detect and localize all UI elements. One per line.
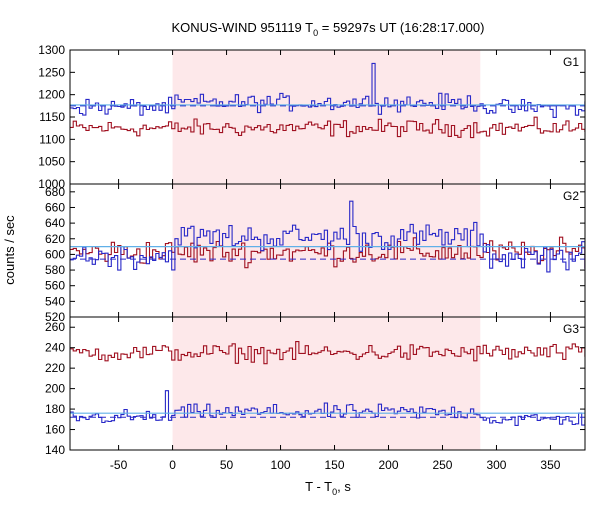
red-series-g1	[70, 116, 585, 139]
x-tick-label: 100	[271, 458, 291, 472]
y-tick-label: 220	[45, 361, 65, 375]
y-tick-label: 680	[45, 185, 65, 199]
x-tick-label: 150	[325, 458, 345, 472]
y-tick-label: 540	[45, 294, 65, 308]
y-tick-label: 660	[45, 200, 65, 214]
panel-label-g1: G1	[563, 55, 579, 69]
y-tick-label: 580	[45, 263, 65, 277]
x-tick-label: 300	[486, 458, 506, 472]
y-tick-label: 240	[45, 341, 65, 355]
x-tick-label: 200	[378, 458, 398, 472]
plot-layer: 1000105011001150120012501300G15205405605…	[38, 43, 586, 472]
panel-frame-g3	[69, 316, 586, 451]
x-tick-label: 350	[540, 458, 560, 472]
burst-interval-highlight	[172, 317, 481, 450]
y-axis-label: counts / sec	[2, 215, 17, 285]
y-tick-label: 1050	[38, 155, 65, 169]
blue-series-g1	[70, 62, 585, 118]
y-tick-label: 140	[45, 443, 65, 457]
y-tick-label: 1000	[38, 177, 65, 191]
y-tick-label: 1300	[38, 43, 65, 57]
panel-label-g3: G3	[563, 322, 579, 336]
y-tick-label: 1250	[38, 65, 65, 79]
panel-label-g2: G2	[563, 189, 579, 203]
y-tick-label: 560	[45, 279, 65, 293]
y-tick-label: 520	[45, 310, 65, 324]
x-tick-label: 50	[220, 458, 234, 472]
burst-interval-highlight	[172, 184, 481, 317]
y-tick-label: 620	[45, 232, 65, 246]
y-tick-label: 1200	[38, 88, 65, 102]
burst-interval-highlight	[172, 50, 481, 184]
y-tick-label: 200	[45, 382, 65, 396]
y-tick-label: 160	[45, 423, 65, 437]
x-tick-label: -50	[110, 458, 128, 472]
blue-series-g3	[70, 390, 585, 426]
blue-series-g2	[70, 200, 585, 273]
y-tick-label: 640	[45, 216, 65, 230]
x-tick-label: 0	[169, 458, 176, 472]
red-series-g3	[70, 341, 585, 365]
y-tick-label: 180	[45, 402, 65, 416]
x-tick-label: 250	[432, 458, 452, 472]
y-tick-label: 1150	[39, 110, 65, 124]
y-tick-label: 600	[45, 247, 65, 261]
chart-title: KONUS-WIND 951119 T0 = 59297s UT (16:28:…	[172, 20, 485, 38]
y-tick-label: 260	[45, 320, 65, 334]
x-axis-label: T - T0, s	[305, 479, 351, 497]
y-tick-label: 1100	[39, 132, 65, 146]
